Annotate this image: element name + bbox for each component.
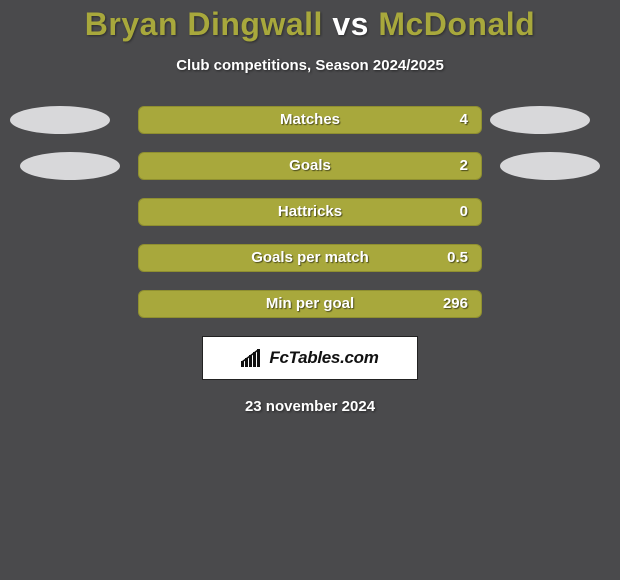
chart-bars-icon xyxy=(241,349,263,367)
stat-label: Matches xyxy=(280,106,340,134)
player-ghost-ellipse xyxy=(10,106,110,134)
page-title: Bryan Dingwall vs McDonald xyxy=(0,0,620,43)
stat-value-right: 0 xyxy=(460,198,468,226)
stat-row: Matches 4 xyxy=(0,106,620,134)
stat-label: Min per goal xyxy=(266,290,354,318)
stat-value-right: 296 xyxy=(443,290,468,318)
player-ghost-ellipse xyxy=(490,106,590,134)
comparison-chart: Matches 4 Goals 2 Hattricks 0 Goals per match 0… xyxy=(0,106,620,318)
stat-label: Hattricks xyxy=(278,198,342,226)
stat-value-right: 0.5 xyxy=(447,244,468,272)
player-ghost-ellipse xyxy=(20,152,120,180)
stat-label: Goals per match xyxy=(251,244,369,272)
stat-label: Goals xyxy=(289,152,331,180)
stat-row: Goals per match 0.5 xyxy=(0,244,620,272)
stat-value-right: 4 xyxy=(460,106,468,134)
title-player-left: Bryan Dingwall xyxy=(85,6,323,42)
stat-row: Min per goal 296 xyxy=(0,290,620,318)
subtitle: Club competitions, Season 2024/2025 xyxy=(0,57,620,74)
date-stamp: 23 november 2024 xyxy=(0,398,620,415)
title-player-right: McDonald xyxy=(378,6,535,42)
player-ghost-ellipse xyxy=(500,152,600,180)
source-badge-text: FcTables.com xyxy=(269,348,378,368)
source-badge[interactable]: FcTables.com xyxy=(202,336,418,380)
stat-row: Hattricks 0 xyxy=(0,198,620,226)
stat-row: Goals 2 xyxy=(0,152,620,180)
title-vs: vs xyxy=(332,6,369,42)
stat-value-right: 2 xyxy=(460,152,468,180)
